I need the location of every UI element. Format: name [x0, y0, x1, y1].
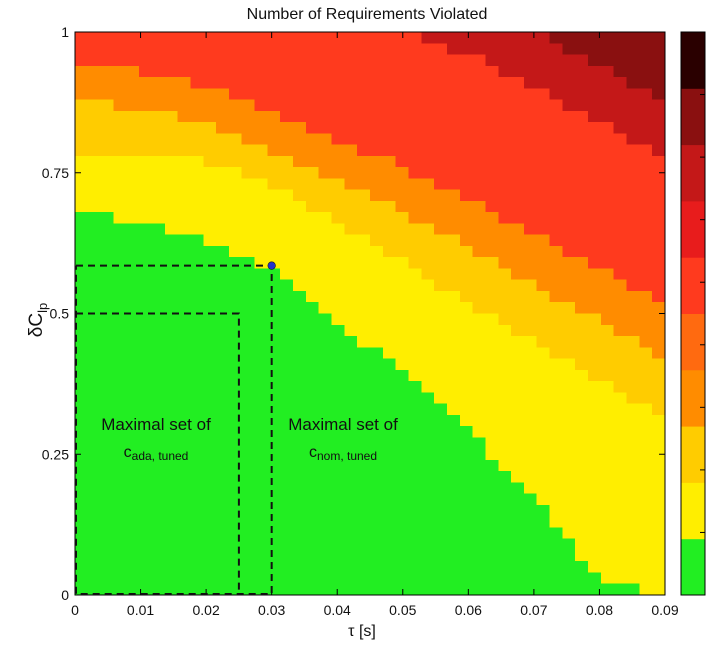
- y-axis: 0 0.25 0.5 0.75 1: [42, 24, 665, 603]
- label-ada-c: c: [124, 444, 132, 461]
- x-tick-label: 0: [71, 602, 79, 618]
- max-set-corner-point: [267, 261, 276, 270]
- label-ada-sub: ada, tuned: [132, 449, 189, 463]
- colorbar: 0123456789: [680, 31, 706, 596]
- label-nom-sub: nom, tuned: [317, 449, 377, 463]
- colorbar-swatch: [681, 538, 705, 596]
- colorbar-swatch: [681, 200, 705, 258]
- label-nom-line2: cnom, tuned: [309, 444, 377, 463]
- x-tick-label: 0.08: [586, 602, 613, 618]
- x-axis: 0 0.01 0.02 0.03 0.04 0.05 0.06 0.07 0.08 0.09: [71, 32, 679, 618]
- label-ada-line1: Maximal set of: [101, 415, 211, 434]
- x-tick-label: 0.09: [651, 602, 678, 618]
- label-ada-line2: cada, tuned: [124, 444, 189, 463]
- colorbar-swatch: [681, 257, 705, 314]
- heat-region-8: [536, 32, 665, 100]
- colorbar-swatch: [681, 144, 705, 202]
- x-tick-label: 0.01: [127, 602, 154, 618]
- colorbar-swatch: [681, 88, 705, 146]
- nominal-tuned-boundary-box: [75, 264, 273, 595]
- colorbar-swatch: [681, 426, 705, 483]
- x-tick-label: 0.04: [324, 602, 351, 618]
- y-axis-label: δClp: [26, 303, 50, 337]
- colorbar-swatch: [681, 482, 705, 540]
- x-tick-label: 0.05: [389, 602, 416, 618]
- annotations: Maximal set of cada, tuned Maximal set o…: [75, 261, 398, 595]
- y-tick-label: 0.75: [42, 165, 69, 181]
- y-axis-label-main: δC: [26, 313, 47, 337]
- adaptive-tuned-boundary-box: [76, 312, 240, 594]
- heat-region-5: [75, 32, 665, 303]
- y-tick-label: 0: [61, 587, 69, 603]
- y-tick-label: 0.25: [42, 446, 69, 462]
- colorbar-swatch: [681, 313, 705, 371]
- y-axis-label-sub: lp: [35, 303, 50, 313]
- x-tick-label: 0.02: [192, 602, 219, 618]
- x-tick-label: 0.03: [258, 602, 285, 618]
- label-nom-c: c: [309, 444, 317, 461]
- y-tick-label: 1: [61, 24, 69, 40]
- heatmap-cells: [75, 32, 665, 595]
- label-nom-line1: Maximal set of: [288, 415, 398, 434]
- chart-title: Number of Requirements Violated: [247, 6, 488, 23]
- colorbar-swatch: [681, 32, 705, 89]
- colorbar-swatch: [681, 369, 705, 427]
- x-axis-label: τ [s]: [348, 623, 376, 640]
- y-tick-label: 0.5: [50, 306, 70, 322]
- x-tick-label: 0.06: [455, 602, 482, 618]
- x-tick-label: 0.07: [520, 602, 547, 618]
- colorbar-frame: [680, 31, 706, 596]
